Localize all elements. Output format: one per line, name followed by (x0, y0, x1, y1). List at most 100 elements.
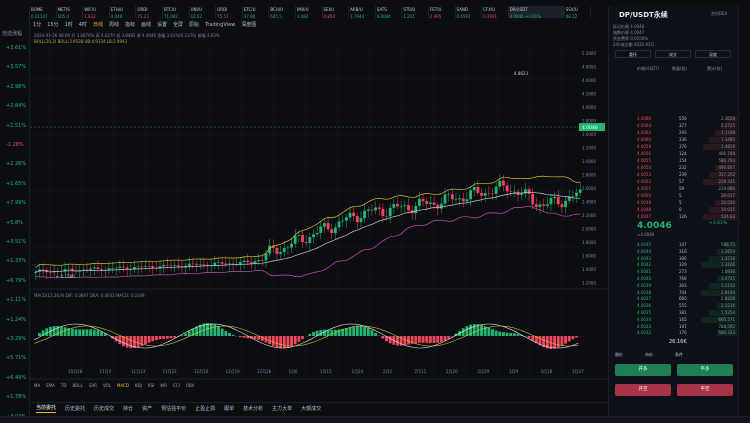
toolbar-item[interactable]: TradingView (205, 21, 236, 28)
toolbar-item[interactable]: 设置 (157, 21, 168, 28)
bottom-tab[interactable]: 当前委托 (36, 405, 57, 413)
toolbar-item[interactable]: 画线 (140, 21, 151, 28)
ask-row[interactable]: 4.0054 232 490.607 (637, 165, 737, 172)
order-type-tab[interactable]: 限价 (615, 352, 623, 357)
toolbar-item[interactable]: 15分 (47, 21, 59, 28)
ticker-item[interactable]: BCH/U 645.5 (269, 6, 296, 19)
bottom-tab[interactable]: 资产 (142, 406, 153, 412)
bid-row[interactable]: 4.0039 303 1.2132 (637, 282, 737, 290)
ticker-item[interactable]: SEI/U 0.854 (323, 6, 350, 19)
watchlist-change[interactable]: -1.28% (6, 142, 24, 148)
toolbar-item[interactable]: 1分 (33, 21, 42, 28)
watchlist-change[interactable]: +2.26% (6, 161, 27, 168)
order-type-tab[interactable]: 条件 (675, 352, 683, 357)
indicator-item[interactable]: BOLL (72, 383, 83, 388)
ticker-item[interactable]: SAND 0.6591 (456, 6, 483, 19)
watchlist-change[interactable]: +6.79% (6, 277, 27, 284)
ticker-item[interactable]: SATS 0.0004 (376, 6, 403, 19)
bid-row[interactable]: 4.0045 147 588.73 (637, 242, 737, 249)
toolbar-item[interactable]: 周线 (108, 21, 119, 28)
bid-row[interactable]: 4.0043 306 1.2216 (637, 255, 737, 263)
bottom-tab[interactable]: 历史成交 (94, 406, 115, 412)
chart-area[interactable]: 5.2000 4.8000 4.6000 4.2000 4.0000 3.8000 3.60… (30, 31, 608, 401)
toolbar-item[interactable]: 指标 (124, 21, 135, 28)
watchlist-change[interactable]: +3.61% (6, 45, 27, 51)
bid-row[interactable]: 4.0033 197 788.592 (637, 323, 737, 331)
watchlist-change[interactable]: +6.49% (6, 374, 27, 381)
toolbar-item[interactable]: 深度图 (241, 21, 257, 28)
watchlist-change[interactable]: +5.8% (6, 219, 23, 226)
indicator-item[interactable]: MA (34, 383, 41, 388)
ticker-item[interactable]: ORDI 75.23 (136, 6, 163, 19)
orderbook-tab[interactable]: 深度 (695, 50, 731, 58)
toolbar-item[interactable]: 全屏 (173, 21, 184, 28)
ask-row[interactable]: 4.0062 293 1.1748 (637, 130, 737, 137)
ask-row[interactable]: 4.0060 336 1.3485 (637, 137, 737, 144)
indicator-item[interactable]: VOL (102, 383, 111, 388)
bid-row[interactable]: 4.0035 381 1.5254 (637, 310, 737, 317)
bid-row[interactable]: 4.0041 273 1.0936 (637, 269, 737, 276)
indicator-item[interactable]: OBV (185, 383, 195, 388)
bid-row[interactable]: 4.0040 768 3.0735 (637, 276, 737, 283)
ask-row[interactable]: 4.0052 57 228.335 (637, 179, 737, 186)
trade-button[interactable]: 平多 (677, 364, 733, 376)
ask-row[interactable]: 4.0053 239 357.202 (637, 172, 737, 179)
watchlist-change[interactable]: +1.24% (6, 316, 27, 323)
bottom-tab[interactable]: 持仓 (123, 406, 134, 412)
bid-row[interactable]: 4.0036 555 2.2216 (637, 303, 737, 310)
ticker-item[interactable]: BTC/U 71,042 (163, 6, 190, 19)
indicator-item[interactable]: TD (60, 383, 67, 388)
trade-button[interactable]: 平空 (677, 384, 733, 396)
watchlist-change[interactable]: +3.51% (6, 239, 27, 245)
watchlist-change[interactable]: +1.33% (6, 258, 27, 265)
ticker-item[interactable]: ARB/U 1.7944 (349, 6, 376, 19)
ticker-item[interactable]: BOME 0.01147 (30, 6, 57, 19)
ticker-item[interactable]: ETH/U 4,048 (110, 6, 137, 19)
ask-row[interactable]: 4.0051 59 228.086 (637, 186, 737, 193)
bottom-tab[interactable]: 预估强平价 (161, 406, 187, 412)
bottom-tab[interactable]: 技术分析 (243, 406, 264, 412)
watchlist-change[interactable]: +2.84% (6, 103, 27, 110)
indicator-item[interactable]: RSI (147, 383, 155, 388)
ticker-item[interactable]: SSV/U 48.12 (565, 6, 592, 19)
ticker-item[interactable]: ETC/U 37.88 (243, 6, 270, 19)
bid-row[interactable]: 4.0034 165 660.571 (637, 316, 737, 324)
toolbar-item[interactable]: 原始 (189, 21, 200, 28)
symbol-title[interactable]: DP/USDT永续 (619, 11, 668, 19)
indicator-item[interactable]: KDJ (134, 383, 142, 388)
order-type-tab[interactable]: 市价 (645, 352, 653, 357)
trade-button[interactable]: 开空 (615, 384, 671, 396)
bottom-tab[interactable]: 主力大单 (272, 406, 293, 412)
orderbook-tab[interactable]: 成交 (655, 50, 691, 58)
ticker-item[interactable]: CFX/U 0.3991 (482, 6, 509, 19)
ticker-item[interactable]: IMX/U 3.482 (296, 6, 323, 19)
ticker-item[interactable]: ORDI 75.51 (216, 6, 243, 19)
ask-row[interactable]: 4.0055 154 580.793 (637, 158, 737, 165)
ticker-item[interactable]: WIF/U 1.832 (83, 6, 110, 19)
ticker-item[interactable]: UNI/U 12.62 (190, 6, 217, 19)
watchlist-change[interactable]: +2.98% (6, 83, 27, 90)
watchlist-change[interactable]: +1.51% (6, 122, 27, 129)
bottom-tab[interactable]: 大额成交 (301, 406, 322, 412)
ask-row[interactable]: 4.0047 126 504.63 (637, 214, 737, 221)
indicator-item[interactable]: MACD (116, 383, 129, 388)
bid-row[interactable]: 4.0042 329 1.3166 (637, 262, 737, 269)
indicator-item[interactable]: WR (160, 383, 168, 388)
watchlist-change[interactable]: +3.29% (6, 336, 27, 342)
ask-row[interactable]: 4.0064 377 2.2725 (637, 123, 737, 130)
bid-row[interactable]: 4.0032 176 580.333 (637, 330, 737, 337)
toolbar-item[interactable]: 4时 (78, 21, 87, 28)
ask-row[interactable]: 4.0049 5 20.030 (637, 200, 737, 207)
bottom-tab[interactable]: 止盈止损 (195, 406, 216, 412)
trade-button[interactable]: 开多 (615, 364, 671, 376)
ticker-item[interactable]: FET/U 2.995 (429, 6, 456, 19)
watchlist-change[interactable]: +7.99% (6, 200, 27, 207)
watchlist-change[interactable]: +1.11% (6, 297, 27, 304)
indicator-item[interactable]: SAR (88, 383, 97, 388)
indicator-item[interactable]: CCI (173, 383, 180, 388)
bottom-tab[interactable]: 历史委托 (65, 406, 86, 412)
ask-row[interactable]: 4.0058 376 1.4819 (637, 144, 737, 151)
ask-row[interactable]: 4.0048 0 10.015 (637, 207, 737, 214)
bid-row[interactable]: 4.0038 704 2.8190 (637, 289, 737, 297)
toolbar-item[interactable]: 日线 (92, 21, 103, 28)
